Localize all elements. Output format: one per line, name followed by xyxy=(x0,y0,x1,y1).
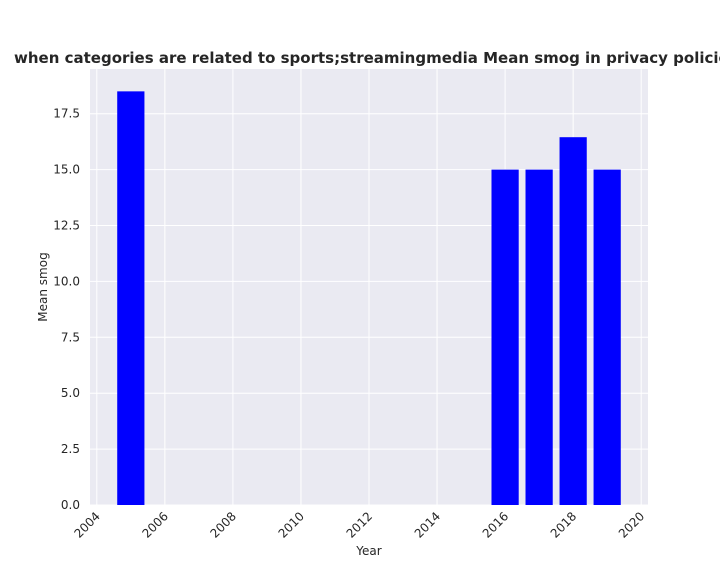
x-tick-labels: 2004 2006 2008 2010 2012 2014 2016 2018 2020 xyxy=(71,509,647,540)
x-tick-label: 2014 xyxy=(412,509,443,540)
bar-2005 xyxy=(117,91,145,505)
bar-2019 xyxy=(593,169,621,505)
y-tick-label: 15.0 xyxy=(53,163,80,177)
y-tick-label: 5.0 xyxy=(61,386,80,400)
y-tick-label: 2.5 xyxy=(61,442,80,456)
x-axis-label: Year xyxy=(355,544,381,558)
chart-title: when categories are related to sports;st… xyxy=(14,49,720,67)
x-tick-label: 2018 xyxy=(548,509,579,540)
y-tick-label: 7.5 xyxy=(61,330,80,344)
x-tick-label: 2006 xyxy=(139,509,170,540)
bar-2016 xyxy=(491,169,519,505)
x-tick-label: 2010 xyxy=(276,509,307,540)
y-tick-label: 0.0 xyxy=(61,498,80,512)
x-tick-label: 2012 xyxy=(344,509,375,540)
y-tick-label: 10.0 xyxy=(53,274,80,288)
x-tick-label: 2016 xyxy=(480,509,511,540)
bar-2017 xyxy=(525,169,553,505)
x-tick-label: 2004 xyxy=(71,509,102,540)
y-tick-label: 12.5 xyxy=(53,219,80,233)
x-tick-label: 2008 xyxy=(208,509,239,540)
y-tick-label: 17.5 xyxy=(53,107,80,121)
y-axis-label: Mean smog xyxy=(36,252,50,321)
y-tick-labels: 0.0 2.5 5.0 7.5 10.0 12.5 15.0 17.5 xyxy=(53,107,80,512)
bar-2018 xyxy=(559,137,587,505)
x-tick-label: 2020 xyxy=(616,509,647,540)
bars xyxy=(117,91,621,505)
